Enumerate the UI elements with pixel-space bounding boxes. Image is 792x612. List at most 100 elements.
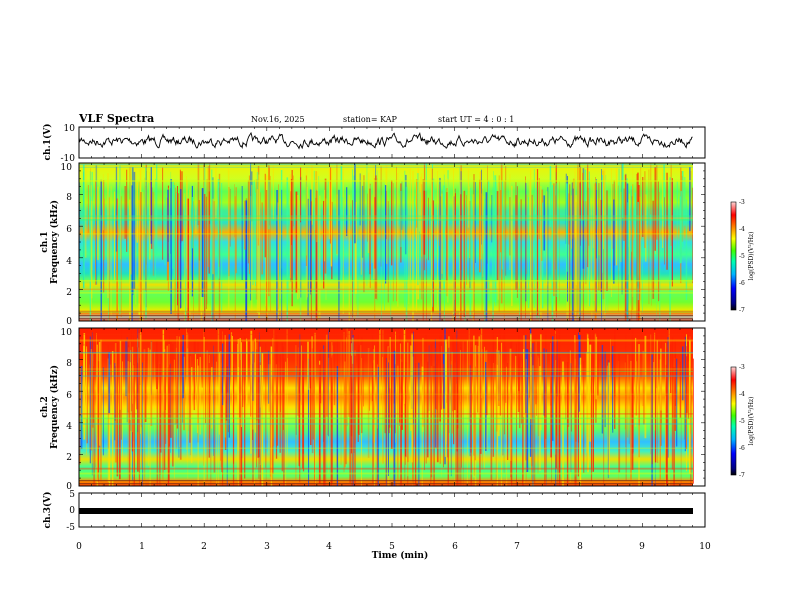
spectrogram-streak <box>668 329 670 486</box>
spectrogram-streak <box>384 184 385 311</box>
spectrogram-streak <box>436 354 439 463</box>
spectrogram-streak <box>108 197 110 321</box>
spectrogram-streak <box>286 329 288 468</box>
spectrogram-streak <box>582 172 584 221</box>
spectrogram-streak <box>246 341 248 404</box>
spectrogram-streak <box>509 348 512 461</box>
spectrogram-streak <box>129 199 131 321</box>
spectrogram-streak <box>566 362 569 486</box>
spectrogram-streak <box>221 183 223 313</box>
spectrogram-streak <box>575 198 577 321</box>
spectrogram-streak <box>197 365 199 486</box>
spectrogram-streak <box>382 329 384 464</box>
spectrogram-streak <box>114 363 116 441</box>
ch2-spectrogram-label: ch.2 <box>40 396 50 417</box>
spectrogram-streak <box>515 182 517 241</box>
spectrogram-streak <box>474 345 477 486</box>
spectrogram-streak <box>436 340 438 410</box>
spectrogram-streak <box>138 200 140 316</box>
spectrogram-streak <box>185 196 187 321</box>
spectrogram-streak <box>662 168 664 248</box>
spectrogram-streak <box>167 367 170 486</box>
spectrogram-streak <box>401 181 403 230</box>
spectrogram-streak <box>418 182 420 232</box>
spectrogram-streak <box>131 328 132 412</box>
spectrogram-streak <box>628 351 630 444</box>
spectrogram-band <box>79 288 693 291</box>
spectrogram-streak <box>427 361 429 458</box>
spectrogram-streak <box>258 174 260 319</box>
spectrogram-streak <box>481 188 483 315</box>
spectrogram-streak <box>439 336 441 422</box>
spectrogram-streak <box>479 334 482 431</box>
spectrogram-streak <box>170 363 171 453</box>
spectrogram-streak <box>363 355 364 407</box>
spectrogram-streak <box>462 346 464 486</box>
spectrogram-streak <box>464 200 466 321</box>
spectrogram-streak <box>587 163 589 268</box>
spectrogram-streak <box>381 195 382 321</box>
spectrogram-streak <box>614 328 616 429</box>
ch2-colorbar-label: log(PSD)(V²/Hz) <box>748 397 755 446</box>
spectrogram-streak <box>374 178 376 321</box>
spectrogram-streak <box>569 184 571 321</box>
spectrogram-streak <box>126 169 128 252</box>
spectrogram-streak <box>643 336 645 425</box>
spectrogram-streak <box>478 336 480 419</box>
spectrogram-streak <box>403 328 406 404</box>
spectrogram-streak <box>305 167 308 300</box>
spectrogram-streak <box>145 167 147 320</box>
spectrogram-streak <box>519 201 520 321</box>
spectrogram-streak <box>179 344 182 460</box>
spectrogram-streak <box>556 331 558 436</box>
ch2-colorbar-tick-m5: -5 <box>739 418 745 425</box>
spectrogram-streak <box>311 165 313 225</box>
spectrogram-streak <box>411 333 413 463</box>
spectrogram-streak <box>126 337 128 423</box>
spectrogram-streak <box>525 194 528 275</box>
spectrogram-streak <box>551 180 552 321</box>
spectrogram-streak <box>324 178 327 274</box>
spectrogram-streak <box>399 341 401 426</box>
spectrogram-streak <box>602 184 603 318</box>
spectrogram-band <box>79 351 693 354</box>
spectrogram-streak <box>410 345 412 431</box>
spectrogram-streak <box>264 173 266 258</box>
spectrogram-streak <box>250 364 251 431</box>
spectrogram-streak <box>572 188 574 321</box>
spectrogram-streak <box>96 333 97 444</box>
spectrogram-streak <box>578 334 581 412</box>
spectrogram-streak <box>480 193 482 259</box>
spectrogram-streak <box>567 349 570 427</box>
spectrogram-streak <box>258 330 260 383</box>
spectrogram-streak <box>555 333 557 469</box>
spectrogram-streak <box>162 167 164 260</box>
spectrogram-streak <box>432 200 434 313</box>
spectrogram-streak <box>86 329 88 444</box>
spectrogram-streak <box>360 174 363 275</box>
spectrogram-streak <box>525 359 527 484</box>
spectrogram-streak <box>659 196 661 321</box>
spectrogram-streak <box>241 342 242 427</box>
spectrogram-streak <box>244 200 246 250</box>
spectrogram-streak <box>685 199 688 300</box>
spectrogram-streak <box>147 347 150 466</box>
spectrogram-streak <box>265 190 268 321</box>
spectrogram-streak <box>360 345 362 396</box>
spectrogram-streak <box>392 183 394 302</box>
spectrogram-streak <box>386 358 387 486</box>
spectrogram-streak <box>85 346 88 419</box>
spectrogram-streak <box>352 200 353 318</box>
spectrogram-streak <box>218 352 220 435</box>
spectrogram-streak <box>542 202 544 309</box>
spectrogram-streak <box>404 334 406 480</box>
spectrogram-streak <box>227 168 230 311</box>
spectrogram-streak <box>441 345 442 477</box>
spectrogram-streak <box>237 350 239 458</box>
spectrogram-streak <box>138 330 139 410</box>
spectrogram-streak <box>507 362 509 460</box>
spectrogram-streak <box>89 364 91 453</box>
spectrogram-band <box>79 280 693 282</box>
spectrogram-streak <box>577 163 579 314</box>
spectrogram-streak <box>497 350 500 406</box>
